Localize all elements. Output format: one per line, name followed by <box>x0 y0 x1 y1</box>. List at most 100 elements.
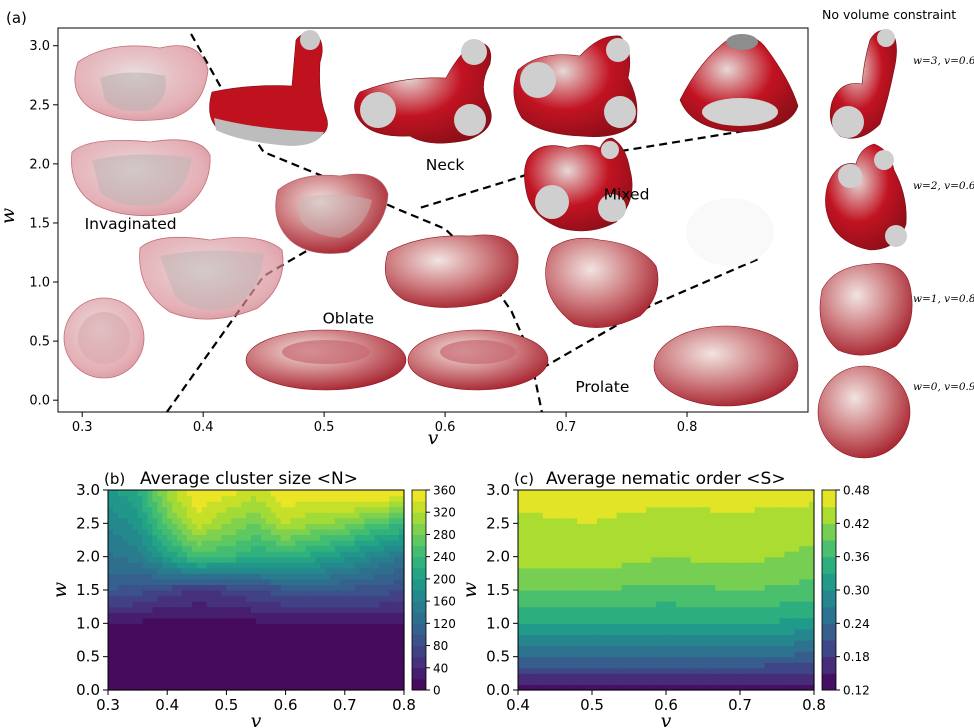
panel-b-cell <box>162 651 168 658</box>
panel-b-cell <box>216 551 223 558</box>
panel-b-cell <box>137 512 144 519</box>
panel-c-cell <box>587 517 593 524</box>
panel-b-cell <box>196 528 203 536</box>
panel-b-cell <box>137 651 144 658</box>
panel-b-cell <box>117 590 124 597</box>
panel-c-cell <box>626 573 633 580</box>
panel-c-cell <box>705 595 711 602</box>
panel-b-cell <box>339 667 346 674</box>
panel-c-cell <box>670 640 677 647</box>
panel-c-cell <box>562 517 568 524</box>
panel-c-cell <box>651 567 657 574</box>
panel-b-cell <box>344 606 351 613</box>
panel-b-cell <box>379 623 385 630</box>
panel-c-cell <box>705 673 711 680</box>
panel-b-cell <box>349 512 356 519</box>
panel-b-cell <box>241 590 247 597</box>
panel-c-cell <box>582 523 588 530</box>
panel-c-cell <box>735 684 741 691</box>
panel-c-cell <box>621 656 628 663</box>
panel-b-cell <box>241 667 247 674</box>
panel-c-cell <box>700 512 707 519</box>
panel-c-cell <box>685 662 692 669</box>
panel-c-cell <box>769 490 776 497</box>
panel-b-cell <box>251 512 257 519</box>
panel-b-cell <box>167 506 173 513</box>
panel-b-cell <box>305 628 311 636</box>
panel-b-cell <box>354 578 361 586</box>
panel-b-cell <box>295 673 301 680</box>
panel-b-cell <box>246 501 252 508</box>
panel-b-colorbar-tick-label-0: 0 <box>433 684 441 698</box>
panel-b-cell <box>191 551 198 558</box>
panel-c-cell <box>542 567 549 574</box>
panel-b-cell <box>206 617 213 624</box>
panel-c-cell <box>562 523 568 530</box>
panel-c-cell <box>592 623 598 630</box>
panel-c-cell <box>582 684 588 691</box>
panel-c-cell <box>799 551 805 558</box>
panel-b-cell <box>295 573 301 580</box>
panel-b-cell <box>295 501 301 508</box>
panel-b-cell <box>300 501 306 508</box>
panel-c-cell <box>636 606 642 613</box>
panel-c-cell <box>740 528 746 536</box>
panel-c-cell <box>769 584 776 591</box>
panel-c-cell <box>626 678 633 686</box>
panel-b-cell <box>334 612 341 619</box>
panel-c-cell <box>631 667 637 674</box>
panel-b-cell <box>122 495 129 502</box>
panel-c-cell <box>621 562 628 569</box>
panel-c-cell <box>562 606 568 613</box>
panel-c-cell <box>759 556 766 563</box>
panel-c-cell <box>744 673 751 680</box>
panel-c-cell <box>784 617 790 624</box>
panel-c-cell <box>532 551 539 558</box>
panel-b-cell <box>251 628 257 636</box>
panel-b-cell <box>379 528 385 536</box>
panel-b-cell <box>167 628 173 636</box>
panel-b-cell <box>315 634 321 641</box>
panel-b-cell <box>191 562 198 569</box>
panel-c-cell <box>616 523 623 530</box>
panel-b-cell <box>221 634 227 641</box>
panel-b-cell <box>186 601 193 608</box>
panel-c-cell <box>779 612 785 619</box>
panel-b-cell <box>369 501 375 508</box>
panel-b-cell <box>315 584 321 591</box>
panel-b-cell <box>300 684 306 691</box>
panel-b-cell <box>265 623 272 630</box>
panel-c-cell <box>680 651 687 658</box>
panel-c-cell <box>587 640 593 647</box>
panel-c-cell <box>636 545 642 552</box>
panel-c-cell <box>582 501 588 508</box>
panel-b-y-tick-label-0: 0.0 <box>76 681 100 699</box>
panel-b-cell <box>137 684 144 691</box>
panel-c-cell <box>749 528 756 536</box>
panel-c-cell <box>749 590 756 597</box>
panel-c-cell <box>641 640 647 647</box>
panel-c-cell <box>675 667 682 674</box>
panel-c-cell <box>532 628 539 636</box>
panel-b-cell <box>364 678 371 686</box>
panel-c-cell <box>621 601 628 608</box>
panel-c-cell <box>656 656 662 663</box>
panel-b-cell <box>320 517 326 524</box>
panel-a-x-tick-label-2: 0.5 <box>314 420 335 435</box>
panel-b-cell <box>191 545 198 552</box>
panel-c-cell <box>547 662 554 669</box>
panel-c-cell <box>744 551 751 558</box>
panel-b-cell <box>117 656 124 663</box>
panel-b-cell <box>172 517 178 524</box>
panel-c-cell <box>744 545 751 552</box>
panel-c-cell <box>646 590 652 597</box>
panel-c-y-ticks: 0.00.51.01.52.02.53.0 <box>486 481 518 699</box>
panel-c-cell <box>700 573 707 580</box>
panel-b-cell <box>384 667 390 674</box>
panel-c-cell <box>769 551 776 558</box>
panel-c-cell <box>715 501 721 508</box>
panel-c-cell <box>542 617 549 624</box>
panel-c-cell <box>744 601 751 608</box>
panel-c-cell <box>641 512 647 519</box>
panel-b-cell <box>251 578 257 586</box>
